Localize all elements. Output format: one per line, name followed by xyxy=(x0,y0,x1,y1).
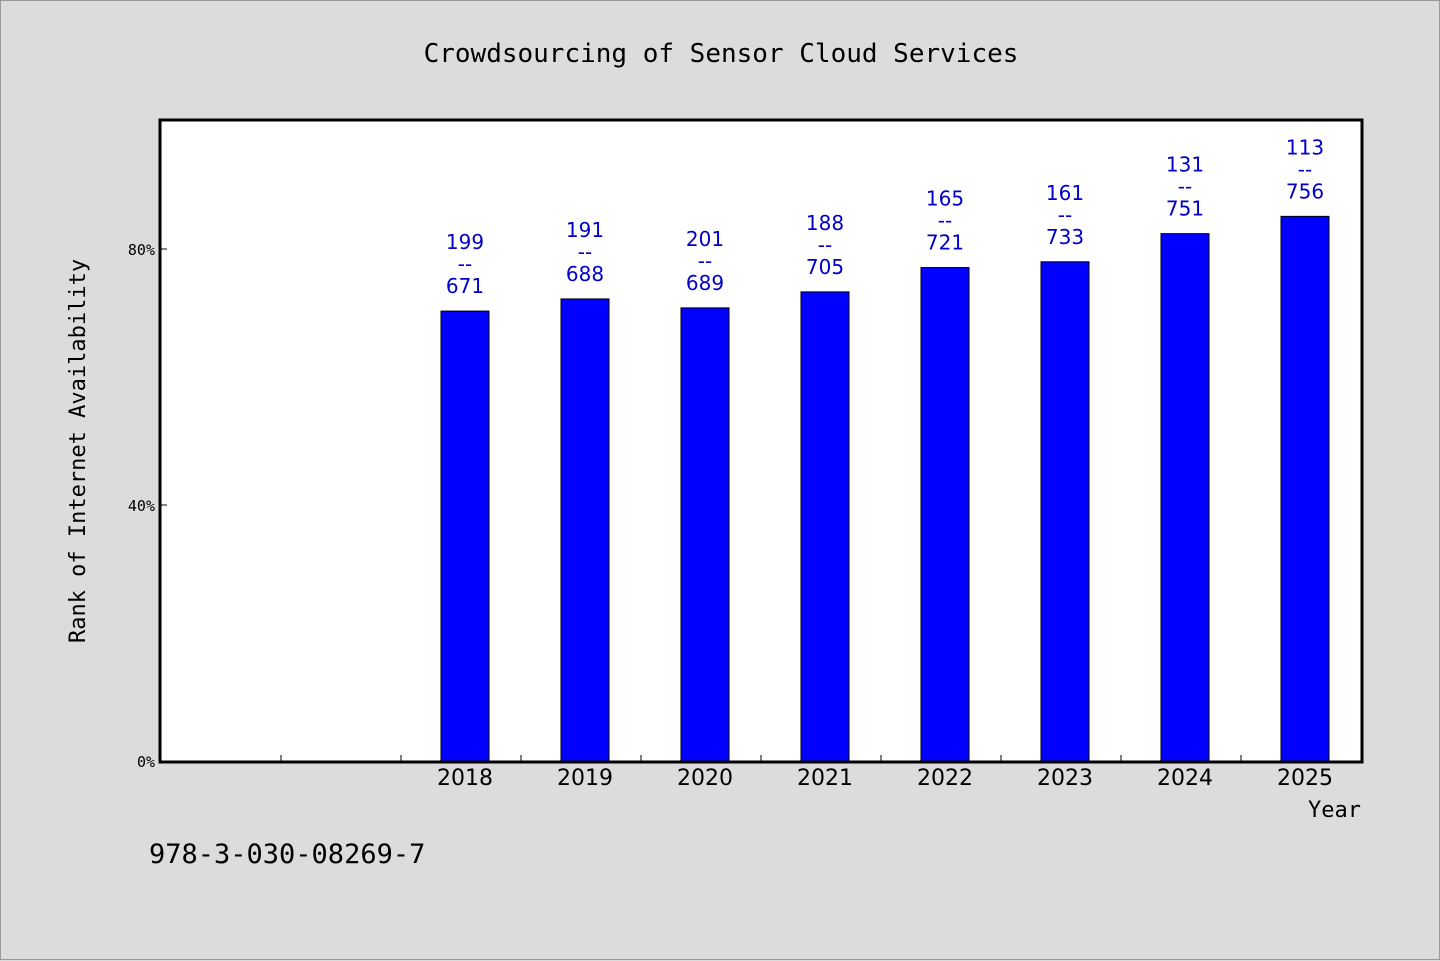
data-label-2020-line-1: -- xyxy=(698,249,712,273)
x-tick-label-2023: 2023 xyxy=(1037,766,1093,791)
bar-2020 xyxy=(680,307,730,762)
data-label-2022-line-1: -- xyxy=(938,209,952,233)
data-label-2025-line-2: 756 xyxy=(1286,179,1324,203)
data-label-2023-line-1: -- xyxy=(1058,203,1072,227)
y-tick-label: 40% xyxy=(128,497,155,515)
y-tick-label: 80% xyxy=(128,241,155,259)
bar-2019 xyxy=(560,298,610,762)
data-label-2019-line-1: -- xyxy=(578,240,592,264)
data-labels-layer: 671--199688--191689--201705--188721--165… xyxy=(446,135,1324,298)
data-label-2024-line-2: 751 xyxy=(1166,197,1204,221)
data-label-2021-line-2: 705 xyxy=(806,255,844,279)
data-label-2022-line-2: 721 xyxy=(926,231,964,255)
data-label-2021-line-1: -- xyxy=(818,233,832,257)
x-tick-label-2021: 2021 xyxy=(797,766,853,791)
bar-2024 xyxy=(1160,233,1210,762)
data-label-2023-line-0: 161 xyxy=(1046,181,1084,205)
y-tick-label: 0% xyxy=(137,753,155,771)
data-label-2018-line-0: 199 xyxy=(446,230,484,254)
bar-2023 xyxy=(1040,261,1090,762)
x-tick-label-2020: 2020 xyxy=(677,766,733,791)
bar-2018 xyxy=(440,310,490,762)
data-label-2019-line-2: 688 xyxy=(566,262,604,286)
x-tick-label-2025: 2025 xyxy=(1277,766,1333,791)
x-tick-label-2019: 2019 xyxy=(557,766,613,791)
isbn-footer: 978-3-030-08269-7 xyxy=(149,839,425,870)
data-label-2023-line-2: 733 xyxy=(1046,225,1084,249)
data-label-2022-line-0: 165 xyxy=(926,187,964,211)
data-label-2021-line-0: 188 xyxy=(806,211,844,235)
bar-2021 xyxy=(800,291,850,762)
data-label-2024-line-1: -- xyxy=(1178,175,1192,199)
y-axis: 0% 40% 80% xyxy=(128,241,167,771)
chart-title: Crowdsourcing of Sensor Cloud Services xyxy=(424,39,1019,69)
data-label-2020-line-2: 689 xyxy=(686,271,724,295)
bar-2022 xyxy=(920,267,970,762)
data-label-2020-line-0: 201 xyxy=(686,227,724,251)
y-axis-label: Rank of Internet Availability xyxy=(66,259,91,643)
bar-2025 xyxy=(1280,215,1330,762)
x-axis-label: Year xyxy=(1308,798,1361,823)
data-label-2018-line-2: 671 xyxy=(446,274,484,298)
data-label-2019-line-0: 191 xyxy=(566,218,604,242)
data-label-2024-line-0: 131 xyxy=(1166,153,1204,177)
x-tick-label-2022: 2022 xyxy=(917,766,973,791)
x-axis: 2018 2019 2020 2021 2022 2023 2024 2025 xyxy=(280,755,1333,791)
x-tick-label-2024: 2024 xyxy=(1157,766,1213,791)
bars-layer xyxy=(440,215,1330,762)
data-label-2025-line-0: 113 xyxy=(1286,135,1324,159)
data-label-2018-line-1: -- xyxy=(458,252,472,276)
data-label-2025-line-1: -- xyxy=(1298,157,1312,181)
x-tick-label-2018: 2018 xyxy=(437,766,493,791)
